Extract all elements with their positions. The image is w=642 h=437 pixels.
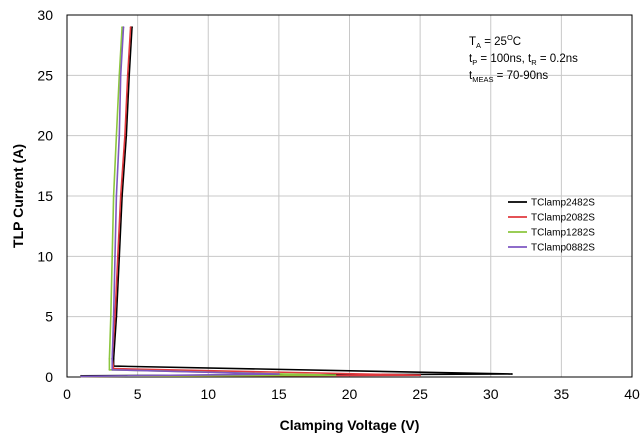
data-point bbox=[118, 134, 121, 137]
data-point bbox=[115, 315, 118, 318]
y-axis-title: TLP Current (A) bbox=[10, 144, 26, 248]
x-tick-label: 10 bbox=[200, 386, 216, 402]
data-point bbox=[108, 358, 111, 360]
data-point bbox=[80, 375, 82, 378]
data-point bbox=[116, 255, 119, 258]
data-point bbox=[119, 74, 122, 77]
x-tick-label: 0 bbox=[63, 386, 71, 402]
data-point bbox=[125, 134, 128, 137]
annotation-text: = 0.2ns bbox=[537, 53, 578, 65]
data-point bbox=[121, 195, 123, 197]
legend-label: TClamp0882S bbox=[531, 243, 595, 254]
data-point bbox=[119, 195, 122, 197]
annotation-text: t bbox=[469, 70, 473, 82]
data-point bbox=[111, 358, 114, 360]
annotation-text: = 70-90ns bbox=[493, 70, 548, 82]
x-tick-label: 30 bbox=[483, 386, 499, 402]
data-point bbox=[278, 373, 280, 375]
series-layer bbox=[80, 26, 513, 378]
data-point bbox=[112, 195, 115, 197]
series-line bbox=[81, 27, 513, 377]
data-point bbox=[108, 368, 111, 371]
data-point bbox=[124, 134, 126, 137]
plot-area-border bbox=[66, 14, 633, 378]
annotation-text: A bbox=[476, 41, 481, 50]
data-point bbox=[122, 26, 125, 28]
x-tick-label: 15 bbox=[271, 386, 287, 402]
legend: TClamp2482S TClamp2082S TClamp1282S TClamp0… bbox=[508, 198, 595, 254]
data-point bbox=[126, 74, 129, 77]
annotation-text: MEAS bbox=[472, 75, 493, 84]
y-tick-label: 25 bbox=[37, 67, 53, 83]
data-point bbox=[511, 373, 513, 375]
data-point bbox=[121, 26, 123, 28]
x-axis-title: Clamping Voltage (V) bbox=[280, 417, 420, 433]
y-tick-label: 30 bbox=[37, 7, 53, 23]
x-tick-label: 35 bbox=[554, 386, 570, 402]
data-point bbox=[419, 374, 421, 377]
legend-item: TClamp2482S bbox=[508, 198, 595, 209]
annotation-text: = 25 bbox=[481, 36, 507, 48]
annotation-text: t bbox=[469, 53, 473, 65]
data-point bbox=[118, 255, 121, 258]
data-point bbox=[111, 255, 114, 258]
data-point bbox=[114, 255, 116, 258]
data-point bbox=[112, 315, 115, 318]
x-tick-label: 5 bbox=[134, 386, 142, 402]
data-point bbox=[109, 315, 112, 318]
legend-label: TClamp2482S bbox=[531, 198, 595, 209]
annotation-line: tMEAS = 70-90ns bbox=[469, 70, 548, 84]
annotation-text: P bbox=[472, 58, 477, 67]
annotation-text: R bbox=[531, 58, 537, 67]
data-point bbox=[118, 74, 121, 77]
x-tick-label: 25 bbox=[412, 386, 428, 402]
annotation-text: O bbox=[507, 33, 513, 42]
legend-label: TClamp1282S bbox=[531, 228, 595, 239]
series-TClamp0882S bbox=[80, 26, 280, 378]
annotation-line: TA = 25OC bbox=[469, 33, 521, 50]
y-tick-label: 15 bbox=[37, 188, 53, 204]
series-line bbox=[81, 27, 280, 378]
x-tick-label: 20 bbox=[342, 386, 358, 402]
x-tick-label: 40 bbox=[624, 386, 640, 402]
data-point bbox=[111, 368, 114, 371]
annotation-line: tP = 100ns, tR = 0.2ns bbox=[469, 53, 578, 67]
data-point bbox=[114, 315, 116, 318]
annotation-text: C bbox=[513, 36, 521, 48]
legend-label: TClamp2082S bbox=[531, 213, 595, 224]
data-point bbox=[334, 374, 337, 377]
data-point bbox=[129, 26, 132, 28]
tick-labels: 0 5 10 15 20 25 30 35 40 0 5 10 15 20 25 30 bbox=[37, 7, 640, 402]
legend-item: TClamp0882S bbox=[508, 243, 595, 254]
y-tick-label: 20 bbox=[37, 128, 53, 144]
data-point bbox=[128, 74, 131, 77]
series-line bbox=[81, 27, 421, 378]
annotation-text: T bbox=[469, 36, 476, 48]
y-tick-label: 10 bbox=[37, 248, 53, 264]
annotation-text: = 100ns, t bbox=[477, 53, 532, 65]
data-point bbox=[131, 26, 133, 28]
data-point bbox=[115, 134, 118, 137]
y-tick-label: 0 bbox=[45, 369, 53, 385]
legend-item: TClamp1282S bbox=[508, 228, 595, 239]
data-point bbox=[112, 358, 115, 360]
y-tick-label: 5 bbox=[45, 309, 53, 325]
legend-item: TClamp2082S bbox=[508, 213, 595, 224]
data-point bbox=[115, 195, 118, 197]
